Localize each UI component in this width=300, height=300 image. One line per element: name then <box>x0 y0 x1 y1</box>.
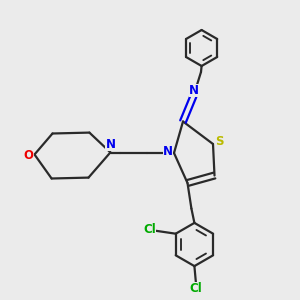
Text: N: N <box>163 145 173 158</box>
Text: N: N <box>188 84 199 97</box>
Text: Cl: Cl <box>190 281 202 295</box>
Text: Cl: Cl <box>143 223 156 236</box>
Text: O: O <box>23 148 34 162</box>
Text: N: N <box>105 138 116 152</box>
Text: S: S <box>215 135 224 148</box>
